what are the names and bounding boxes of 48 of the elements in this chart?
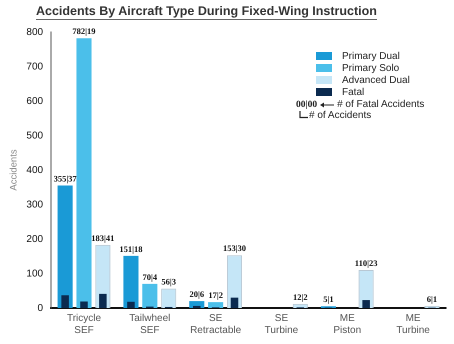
data-label: 17|2: [208, 290, 223, 300]
x-tick-label: Tailwheel SEF: [129, 312, 170, 336]
data-label: 12|2: [293, 292, 308, 302]
data-label: 56|3: [161, 276, 176, 287]
y-tick-label: 0: [38, 302, 44, 314]
bar: [208, 302, 224, 308]
data-label: 20|6: [189, 289, 204, 300]
annotation: # of Fatal Accidents: [337, 99, 424, 110]
bar: [142, 284, 158, 308]
annotation: 00|00: [296, 100, 318, 110]
x-tick-label: ME Turbine: [396, 312, 430, 336]
x-tick-label: SE Turbine: [264, 312, 299, 336]
bar: [362, 300, 370, 308]
data-label: 151|18: [119, 244, 143, 254]
bar: [80, 301, 88, 308]
data-label: 355|37: [54, 173, 78, 184]
bar: [127, 302, 135, 308]
x-tick-label: SE Retractable: [190, 312, 242, 336]
annotation: # of Accidents: [309, 110, 372, 121]
data-label: 110|23: [354, 258, 378, 268]
y-tick-label: 300: [26, 199, 44, 210]
y-tick-label: 100: [26, 268, 44, 280]
data-label: 153|30: [222, 243, 246, 254]
data-label: 782|19: [72, 26, 96, 36]
data-label: 70|4: [142, 272, 158, 282]
bar: [230, 298, 238, 308]
data-label: 5|1: [323, 294, 334, 304]
data-label: 183|41: [91, 232, 114, 243]
y-tick-label: 200: [26, 234, 44, 245]
y-tick-label: 600: [26, 96, 44, 107]
y-tick-label: 400: [26, 164, 44, 176]
bar: [61, 295, 69, 308]
bar: [123, 256, 138, 308]
bar: [58, 186, 73, 308]
legend-label: Primary Dual: [342, 50, 400, 62]
chart-title: Accidents By Aircraft Type During Fixed-Wing Instruction: [36, 4, 377, 20]
bar: [99, 294, 107, 308]
y-tick-label: 700: [26, 61, 44, 72]
legend-label: Fatal: [342, 86, 364, 98]
x-tick-label: ME Piston: [333, 312, 362, 336]
x-tick-label: Tricycle SEF: [66, 312, 102, 336]
legend-label: Advanced Dual: [342, 74, 410, 86]
y-axis-title: Accidents: [8, 149, 20, 191]
data-label: 6|1: [426, 294, 438, 304]
legend-label: Primary Solo: [342, 62, 400, 74]
y-tick-label: 800: [26, 26, 44, 38]
y-tick-label: 500: [26, 130, 44, 142]
bar: [76, 38, 92, 308]
